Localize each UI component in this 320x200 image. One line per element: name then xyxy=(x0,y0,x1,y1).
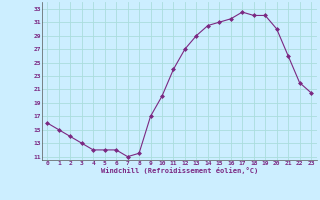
X-axis label: Windchill (Refroidissement éolien,°C): Windchill (Refroidissement éolien,°C) xyxy=(100,167,258,174)
